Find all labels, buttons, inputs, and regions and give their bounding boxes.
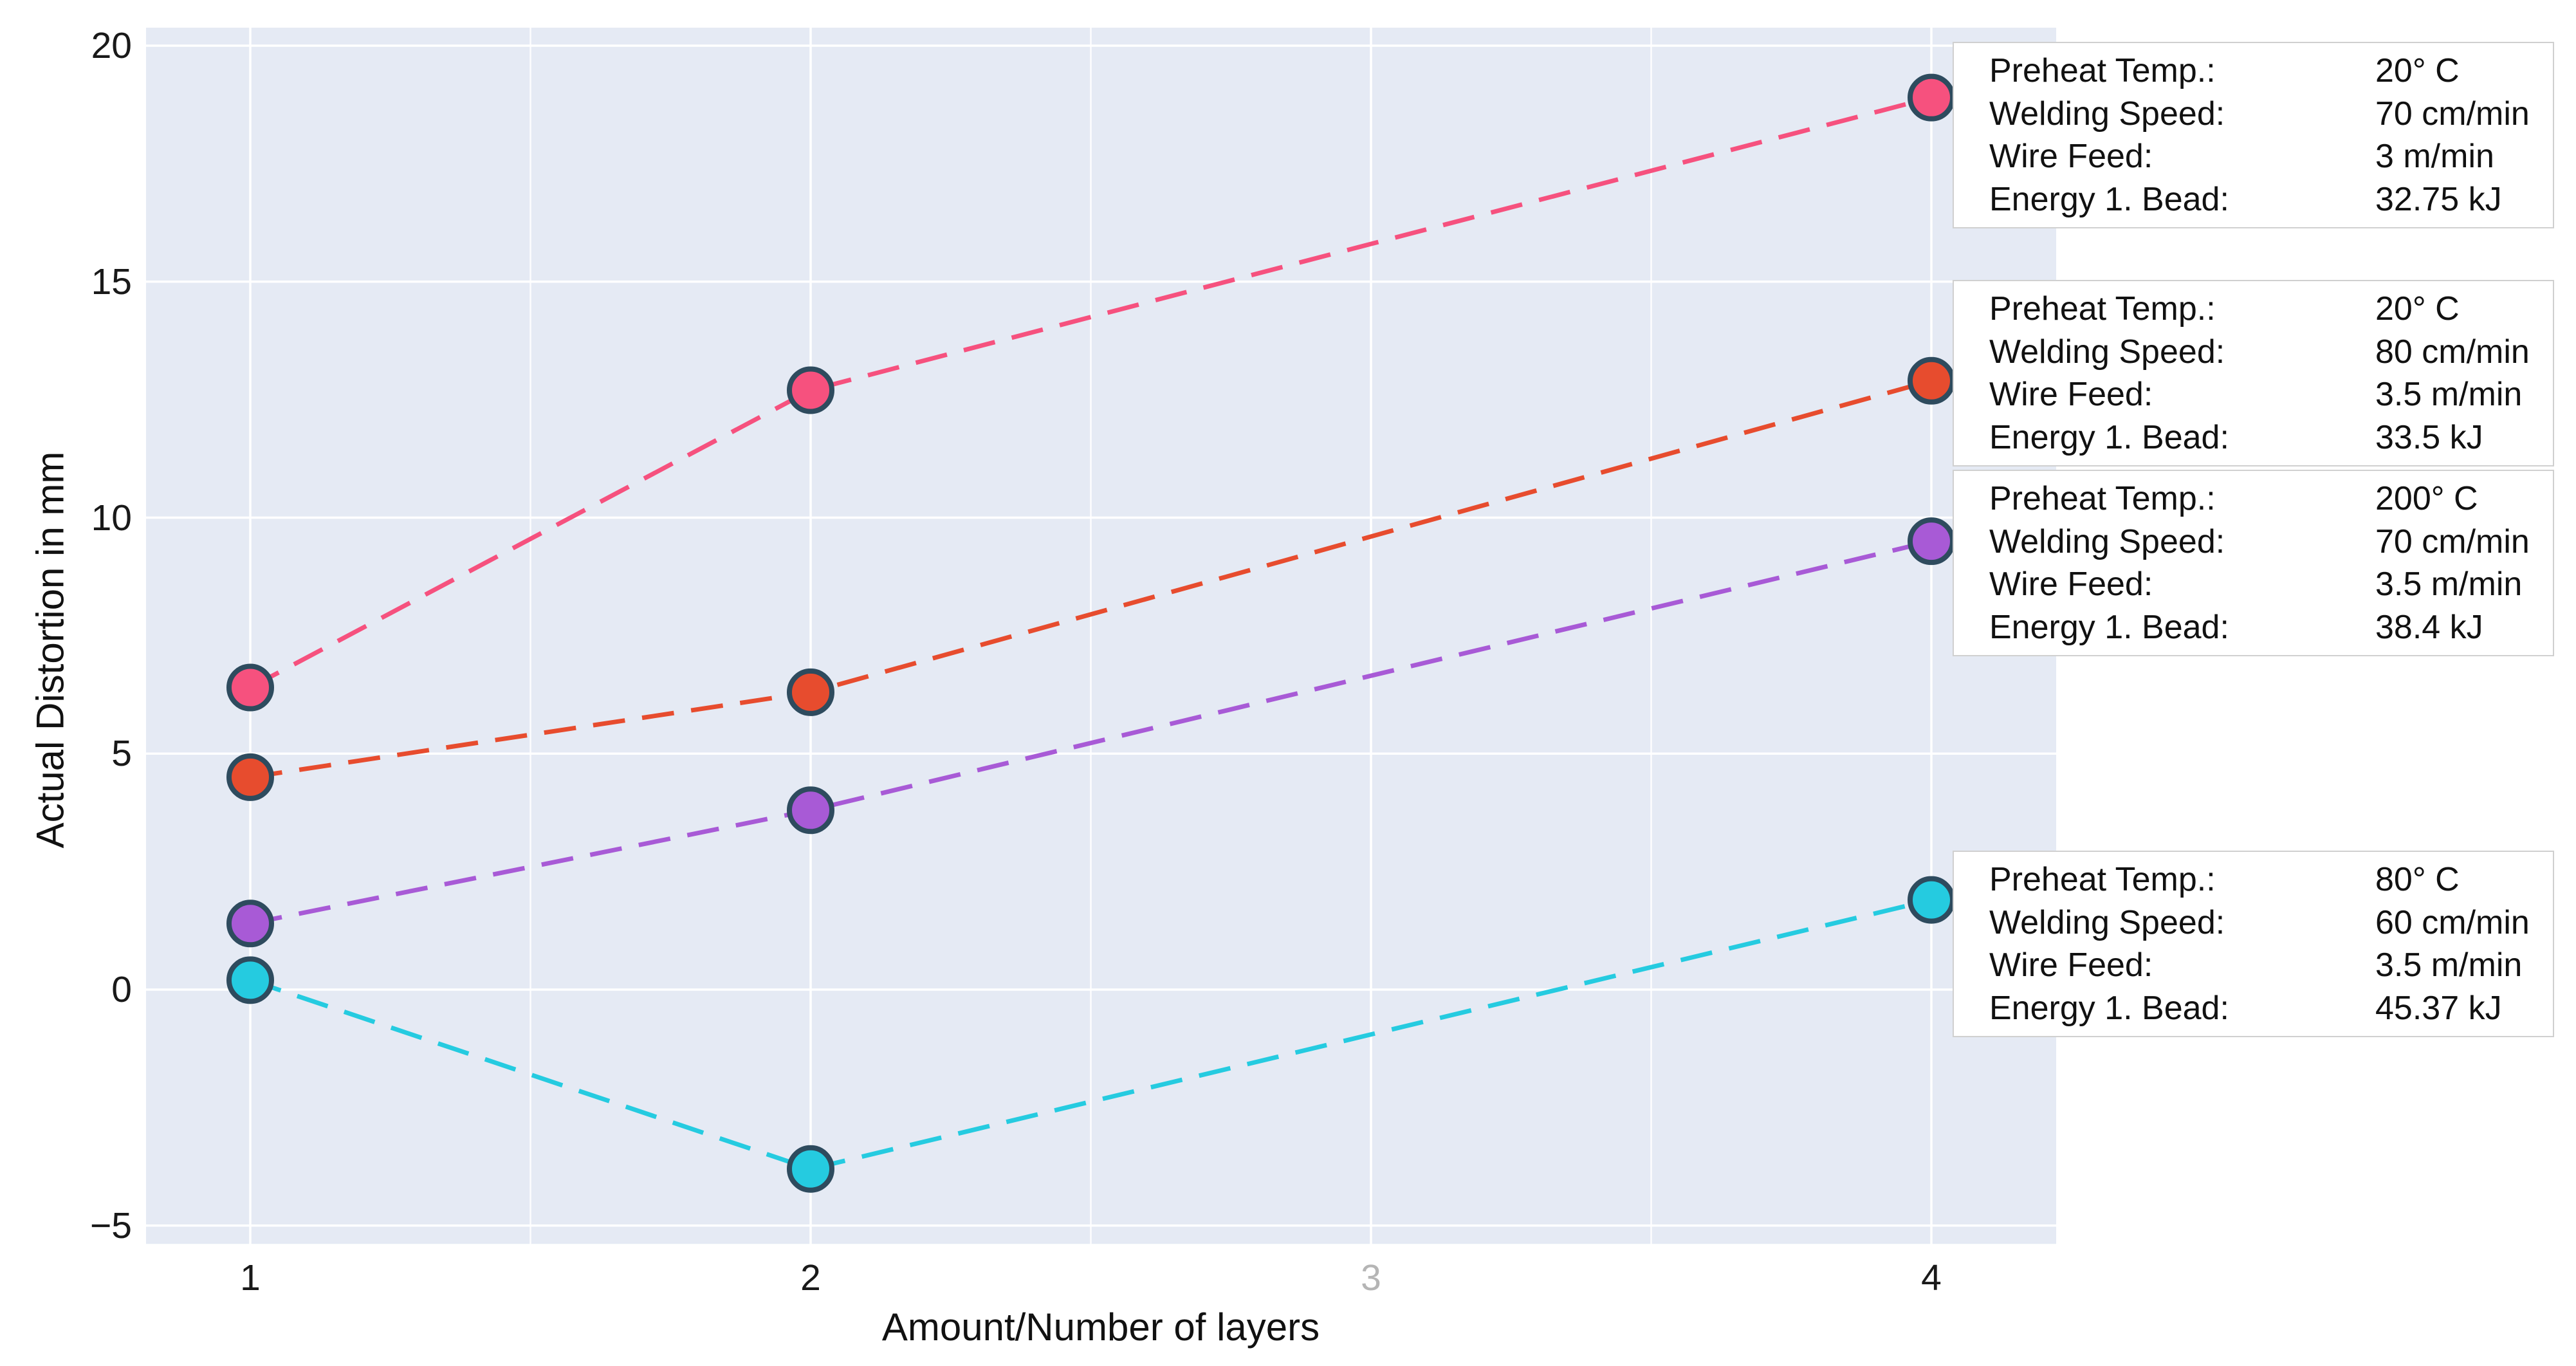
series-red-marker: [226, 753, 274, 801]
series-purple-marker: [787, 786, 834, 835]
annotation-value: 20° C: [2375, 52, 2460, 89]
y-tick-label: 15: [91, 261, 132, 302]
annotation-label: Preheat Temp.:: [1989, 52, 2216, 89]
annotation-value: 70 cm/min: [2375, 95, 2530, 133]
y-axis-label: Actual Distortion in mm: [28, 451, 72, 849]
annotation-label: Wire Feed:: [1989, 946, 2153, 984]
annotation-value: 33.5 kJ: [2375, 418, 2483, 456]
series-pink-marker: [787, 366, 834, 414]
series-cyan-marker: [226, 956, 274, 1004]
annotation-value: 38.4 kJ: [2375, 608, 2483, 646]
annotation-value: 80 cm/min: [2375, 333, 2530, 371]
series-pink-marker: [1908, 73, 1955, 122]
annotation-value: 200° C: [2375, 480, 2478, 517]
annotation-row: Wire Feed: 3 m/min: [1989, 136, 2540, 176]
series-purple-marker: [1908, 517, 1955, 566]
series-pink-marker: [226, 663, 274, 712]
annotation-row: Energy 1. Bead: 38.4 kJ: [1989, 607, 2540, 647]
annotation-row: Wire Feed: 3.5 m/min: [1989, 564, 2540, 604]
y-tick-label: 5: [111, 733, 132, 775]
annotation-value: 70 cm/min: [2375, 522, 2530, 560]
annotation-row: Welding Speed: 60 cm/min: [1989, 903, 2540, 943]
annotation-row: Wire Feed: 3.5 m/min: [1989, 945, 2540, 985]
y-tick-label: −5: [90, 1204, 132, 1246]
annotation-row: Preheat Temp.: 200° C: [1989, 479, 2540, 519]
plot-background: [146, 28, 2056, 1245]
annotation-row: Energy 1. Bead: 33.5 kJ: [1989, 418, 2540, 457]
x-tick-label: 2: [800, 1257, 821, 1298]
annotation-label: Welding Speed:: [1989, 95, 2225, 133]
annotation-label: Wire Feed:: [1989, 566, 2153, 604]
annotation-value: 3.5 m/min: [2375, 946, 2523, 984]
annotation-value: 60 cm/min: [2375, 903, 2530, 941]
y-tick-label: 20: [91, 25, 132, 66]
annotation-label: Wire Feed:: [1989, 376, 2153, 414]
annotation-value: 3.5 m/min: [2375, 566, 2523, 604]
annotation-row: Welding Speed: 70 cm/min: [1989, 94, 2540, 134]
annotation-box-cyan-series: Preheat Temp.: 80° C Welding Speed: 60 c…: [1953, 851, 2554, 1037]
series-cyan-marker: [787, 1145, 834, 1193]
annotation-label: Welding Speed:: [1989, 333, 2225, 371]
annotation-row: Energy 1. Bead: 32.75 kJ: [1989, 180, 2540, 219]
annotation-value: 45.37 kJ: [2375, 989, 2502, 1027]
series-cyan-marker: [1908, 876, 1955, 924]
annotation-label: Preheat Temp.:: [1989, 861, 2216, 898]
annotation-label: Energy 1. Bead:: [1989, 418, 2229, 456]
annotation-row: Preheat Temp.: 20° C: [1989, 51, 2540, 91]
annotation-row: Wire Feed: 3.5 m/min: [1989, 374, 2540, 414]
series-cyan-line: [249, 898, 1932, 1172]
x-tick-label: 4: [1921, 1257, 1942, 1298]
annotation-box-purple-series: Preheat Temp.: 200° C Welding Speed: 70 …: [1953, 470, 2554, 656]
y-tick-label: 10: [91, 497, 132, 539]
annotation-value: 20° C: [2375, 290, 2460, 328]
annotation-value: 3 m/min: [2375, 138, 2494, 176]
annotation-value: 32.75 kJ: [2375, 180, 2502, 218]
annotation-row: Preheat Temp.: 20° C: [1989, 289, 2540, 329]
annotation-label: Energy 1. Bead:: [1989, 608, 2229, 646]
annotation-box-red-series: Preheat Temp.: 20° C Welding Speed: 80 c…: [1953, 280, 2554, 466]
annotation-label: Energy 1. Bead:: [1989, 989, 2229, 1027]
series-red-marker: [1908, 356, 1955, 405]
annotation-row: Welding Speed: 70 cm/min: [1989, 522, 2540, 562]
annotation-row: Energy 1. Bead: 45.37 kJ: [1989, 988, 2540, 1028]
x-axis-label: Amount/Number of layers: [881, 1306, 1320, 1349]
annotation-value: 3.5 m/min: [2375, 376, 2523, 414]
annotation-label: Energy 1. Bead:: [1989, 180, 2229, 218]
annotation-label: Preheat Temp.:: [1989, 290, 2216, 328]
x-tick-label: 1: [240, 1257, 261, 1298]
annotation-box-pink-series: Preheat Temp.: 20° C Welding Speed: 70 c…: [1953, 42, 2554, 228]
annotation-row: Welding Speed: 80 cm/min: [1989, 332, 2540, 372]
series-pink-line: [249, 95, 1932, 690]
x-tick-label: 3: [1361, 1257, 1381, 1298]
annotation-label: Preheat Temp.:: [1989, 480, 2216, 517]
annotation-row: Preheat Temp.: 80° C: [1989, 860, 2540, 900]
annotation-label: Wire Feed:: [1989, 138, 2153, 176]
annotation-value: 80° C: [2375, 861, 2460, 898]
y-tick-label: 0: [111, 969, 132, 1010]
annotation-label: Welding Speed:: [1989, 903, 2225, 941]
series-purple-marker: [226, 900, 274, 948]
series-red-marker: [787, 668, 834, 716]
annotation-label: Welding Speed:: [1989, 522, 2225, 560]
